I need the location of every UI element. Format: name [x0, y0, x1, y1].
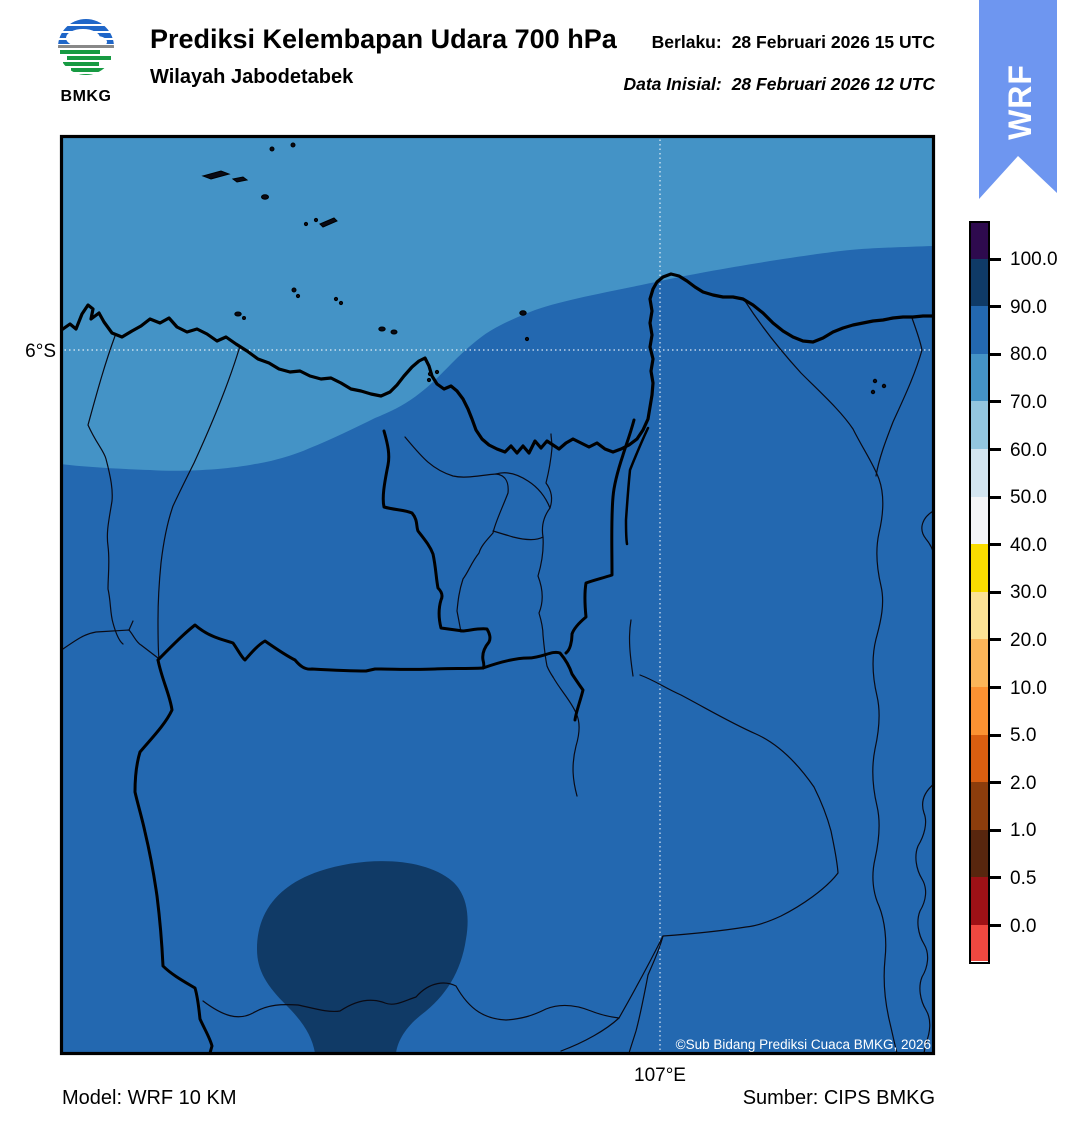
- colorbar-segment: [971, 258, 988, 307]
- longitude-tick-label: 107°E: [634, 1065, 686, 1086]
- colorbar-tick-label: 40.0: [1010, 534, 1047, 556]
- colorbar-tick: [990, 924, 1001, 927]
- islands: [201, 142, 887, 395]
- colorbar-tick-label: 90.0: [1010, 296, 1047, 318]
- province-borders: [133, 418, 650, 1054]
- latitude-tick-label: 6°S: [25, 341, 56, 362]
- page-title: Prediksi Kelembapan Udara 700 hPa: [150, 24, 617, 54]
- colorbar-segment: [971, 639, 988, 687]
- colorbar-tick: [990, 400, 1001, 404]
- colorbar-tick-label: 5.0: [1010, 725, 1037, 747]
- wrf-ribbon: WRF: [979, 0, 1059, 213]
- colorbar-tick: [990, 781, 1001, 785]
- district-borders: [61, 300, 934, 1054]
- valid-time-value: 28 Februari 2026 15 UTC: [731, 32, 935, 52]
- colorbar-tick-label: 0.0: [1010, 915, 1037, 937]
- colorbar-tick: [990, 543, 1001, 547]
- bmkg-logo-label: BMKG: [60, 88, 112, 105]
- colorbar-segment: [971, 829, 988, 878]
- colorbar-tick-label: 20.0: [1010, 629, 1047, 651]
- colorbar-tick: [990, 590, 1001, 594]
- colorbar-tick-label: 60.0: [1010, 439, 1047, 461]
- colorbar-tick: [990, 257, 1001, 261]
- colorbar-tick: [990, 638, 1001, 642]
- colorbar-tick: [990, 686, 1001, 689]
- colorbar-tick-label: 30.0: [1010, 582, 1047, 604]
- valid-time-label: Berlaku:: [651, 32, 722, 52]
- colorbar-tick-label: 80.0: [1010, 344, 1047, 366]
- map-copyright: ©Sub Bidang Prediksi Cuaca BMKG, 2026: [676, 1037, 931, 1052]
- coastline: [61, 272, 934, 455]
- colorbar-tick: [990, 828, 1001, 832]
- colorbar-segment: [971, 686, 988, 735]
- valid-time: Berlaku: 28 Februari 2026 15 UTC: [652, 32, 935, 53]
- colorbar-segment: [971, 591, 988, 640]
- colorbar-tick-label: 2.0: [1010, 772, 1037, 794]
- map-frame: [59, 134, 936, 1056]
- humidity-colorbar: [969, 221, 990, 964]
- colorbar-tick-label: 100.0: [1010, 249, 1058, 271]
- ribbon-banner-shape: [979, 0, 1057, 199]
- forecast-map: ©Sub Bidang Prediksi Cuaca BMKG, 2026: [58, 133, 937, 1057]
- initial-time-value: 28 Februari 2026 12 UTC: [731, 74, 935, 94]
- colorbar-annotations: 100.0 90.0 80.0 70.0 60.0 50.0 40.0 30.0 20.0 10.…: [969, 221, 1079, 964]
- initial-time-label: Data Inisial:: [623, 74, 722, 94]
- colorbar-tick-label: 1.0: [1010, 820, 1037, 842]
- bmkg-logo: BMKG: [56, 14, 116, 106]
- colorbar-segment: [971, 734, 988, 783]
- map-fill-humidity-90-100: [257, 861, 468, 1053]
- colorbar-segment: [971, 353, 988, 402]
- colorbar-segment: [971, 401, 988, 449]
- colorbar-segment: [971, 448, 988, 497]
- colorbar-tick: [990, 305, 1001, 309]
- colorbar-segment: [971, 223, 988, 259]
- bmkg-logo-icon: [58, 19, 114, 75]
- colorbar-tick-label: 50.0: [1010, 487, 1047, 509]
- colorbar-tick-label: 70.0: [1010, 391, 1047, 413]
- initial-data-time: Data Inisial: 28 Februari 2026 12 UTC: [623, 74, 935, 95]
- colorbar-segment: [971, 877, 988, 925]
- colorbar-segment: [971, 782, 988, 830]
- colorbar-segment: [971, 306, 988, 354]
- colorbar-tick-label: 0.5: [1010, 867, 1037, 889]
- colorbar-tick-label: 10.0: [1010, 677, 1047, 699]
- colorbar-segment: [971, 924, 988, 961]
- model-label: Model: WRF 10 KM: [62, 1087, 237, 1109]
- source-label: Sumber: CIPS BMKG: [742, 1087, 935, 1109]
- colorbar-tick: [990, 876, 1001, 880]
- colorbar-tick: [990, 733, 1001, 737]
- page-subtitle: Wilayah Jabodetabek: [150, 66, 354, 88]
- colorbar-tick: [990, 495, 1001, 499]
- colorbar-tick: [990, 352, 1001, 356]
- map-fill-humidity-70-80: [61, 136, 933, 471]
- colorbar-segment: [971, 496, 988, 545]
- ribbon-label: WRF: [1002, 64, 1038, 140]
- colorbar-segment: [971, 544, 988, 592]
- colorbar-tick: [990, 448, 1001, 451]
